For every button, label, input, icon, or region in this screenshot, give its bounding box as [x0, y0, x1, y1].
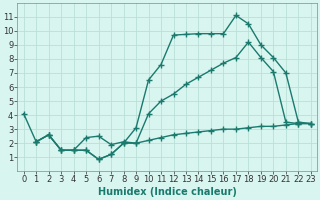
X-axis label: Humidex (Indice chaleur): Humidex (Indice chaleur) [98, 187, 237, 197]
